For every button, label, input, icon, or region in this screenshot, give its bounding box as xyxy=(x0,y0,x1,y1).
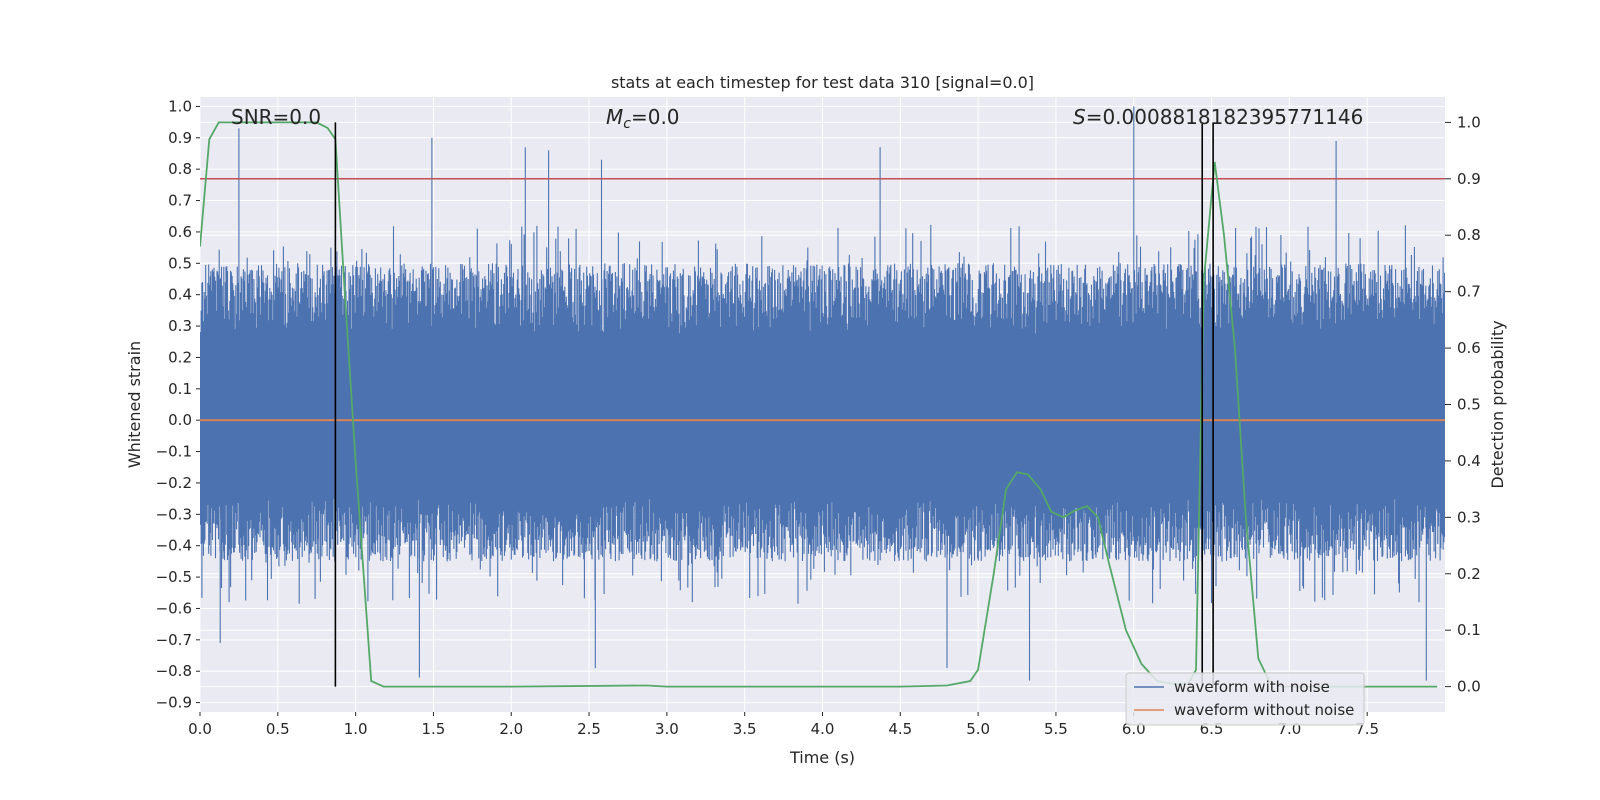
legend-box xyxy=(1125,672,1365,726)
y-tick-label: −0.4 xyxy=(156,537,192,555)
y2-tick-label: 0.7 xyxy=(1457,283,1481,301)
legend-label-noise: waveform with noise xyxy=(1174,678,1330,696)
y2-tick-label: 0.3 xyxy=(1457,508,1481,526)
statistic-annotation: S=0.0008818182395771146 xyxy=(1073,105,1363,129)
y2-tick-label: 0.8 xyxy=(1457,226,1481,244)
statistic-symbol: S xyxy=(1073,105,1086,129)
y2-tick-label: 0.0 xyxy=(1457,678,1481,696)
chirp-mass-symbol: M xyxy=(606,105,623,129)
legend: waveform with noise waveform without noi… xyxy=(1125,672,1365,726)
y-tick-label: −0.1 xyxy=(156,443,192,461)
y-tick-label: 0.7 xyxy=(168,192,192,210)
y2-tick-label: 0.6 xyxy=(1457,339,1481,357)
x-tick-label: 2.0 xyxy=(499,720,523,738)
y2-tick-label: 1.0 xyxy=(1457,113,1481,131)
y-tick-label: 1.0 xyxy=(168,97,192,115)
y2-tick-label: 0.1 xyxy=(1457,621,1481,639)
y-tick-label: −0.7 xyxy=(156,631,192,649)
y-tick-label: 0.5 xyxy=(168,254,192,272)
statistic-value: =0.0008818182395771146 xyxy=(1086,105,1364,129)
x-tick-label: 0.5 xyxy=(266,720,290,738)
series-detection-probability xyxy=(200,121,1438,688)
x-tick-label: 4.5 xyxy=(888,720,912,738)
x-tick-label: 3.5 xyxy=(733,720,757,738)
x-axis-label: Time (s) xyxy=(789,748,855,767)
snr-annotation: SNR=0.0 xyxy=(231,105,321,129)
chirp-mass-subscript: c xyxy=(623,116,631,132)
y-tick-label: 0.3 xyxy=(168,317,192,335)
y-tick-label: 0.8 xyxy=(168,160,192,178)
data-layer xyxy=(200,106,1445,688)
x-tick-label: 4.0 xyxy=(811,720,835,738)
y2-tick-label: 0.5 xyxy=(1457,396,1481,414)
y2-tick-label: 0.4 xyxy=(1457,452,1481,470)
chirp-mass-value: =0.0 xyxy=(631,105,680,129)
x-tick-label: 3.0 xyxy=(655,720,679,738)
y-tick-label: −0.8 xyxy=(156,662,192,680)
legend-label-clean: waveform without noise xyxy=(1174,701,1354,719)
y-tick-label: −0.3 xyxy=(156,505,192,523)
y-tick-label: −0.2 xyxy=(156,474,192,492)
x-tick-label: 5.5 xyxy=(1044,720,1068,738)
y-tick-label: −0.5 xyxy=(156,568,192,586)
y2-tick-label: 0.9 xyxy=(1457,170,1481,188)
x-tick-label: 2.5 xyxy=(577,720,601,738)
x-tick-label: 0.0 xyxy=(188,720,212,738)
y-tick-label: 0.6 xyxy=(168,223,192,241)
y-tick-label: 0.0 xyxy=(168,411,192,429)
chirp-mass-annotation: Mc=0.0 xyxy=(606,105,680,132)
series-waveform-with-noise xyxy=(200,106,1445,681)
y-axis-label: Whitened strain xyxy=(125,341,144,468)
x-tick-label: 5.0 xyxy=(966,720,990,738)
y-tick-label: 0.4 xyxy=(168,286,192,304)
axes: 0.0 0.5 1.0 1.5 2.0 2.5 3.0 3.5 4.0 4.5 5.0 5.5 6.0 6… xyxy=(156,97,1481,738)
y-tick-label: −0.9 xyxy=(156,694,192,712)
y-tick-label: 0.1 xyxy=(168,380,192,398)
y2-tick-label: 0.2 xyxy=(1457,565,1481,583)
x-tick-label: 1.0 xyxy=(344,720,368,738)
y-tick-label: 0.2 xyxy=(168,348,192,366)
x-tick-label: 1.5 xyxy=(422,720,446,738)
y-tick-label: −0.6 xyxy=(156,599,192,617)
chart-title: stats at each timestep for test data 310… xyxy=(611,73,1034,92)
y2-axis-label: Detection probability xyxy=(1488,320,1507,488)
y-tick-label: 0.9 xyxy=(168,129,192,147)
